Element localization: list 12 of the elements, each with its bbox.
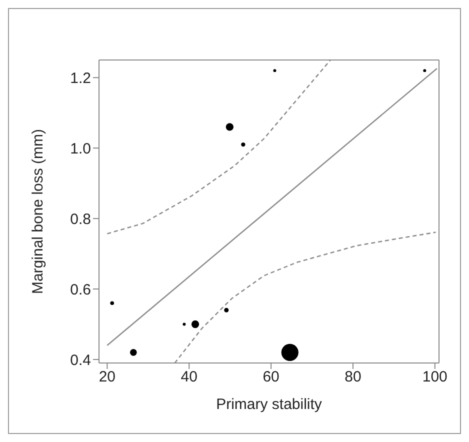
y-tick-label: 1.0: [70, 140, 91, 158]
x-tick-label: 100: [422, 368, 448, 386]
y-tick-label: 0.6: [70, 281, 91, 298]
x-tick-label: 20: [98, 368, 116, 386]
y-tick-label: 0.8: [70, 210, 91, 228]
x-tick-label: 80: [344, 368, 362, 386]
y-tick-label: 0.4: [70, 352, 91, 369]
y-tick-label: 1.2: [70, 70, 91, 87]
y-axis-title: Marginal bone loss (mm): [29, 128, 46, 294]
x-tick-label: 40: [180, 368, 198, 386]
x-axis-title: Primary stability: [216, 396, 322, 413]
x-tick-label: 60: [262, 368, 280, 386]
